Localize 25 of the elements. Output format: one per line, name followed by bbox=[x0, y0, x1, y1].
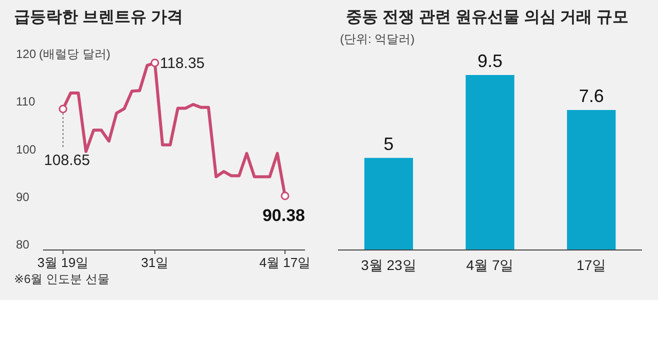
x-tick-label: 4월 17일 bbox=[259, 255, 311, 270]
annotation: 118.35 bbox=[160, 54, 205, 72]
y-tick-label: 100 bbox=[16, 142, 36, 156]
y-tick-label: 80 bbox=[16, 237, 30, 252]
y-tick-label: 90 bbox=[16, 190, 30, 204]
x-tick-label: 3월 23일 bbox=[361, 257, 416, 273]
text: ※6월 인도분 선물 bbox=[14, 272, 110, 286]
y-tick-label: 110 bbox=[16, 94, 36, 109]
x-tick-label: 17일 bbox=[576, 257, 606, 273]
chart-title: 중동 전쟁 관련 원유선물 의심 거래 규모 bbox=[346, 9, 629, 26]
annotation: 108.65 bbox=[44, 152, 90, 169]
x-tick-label: 3월 19일 bbox=[37, 255, 89, 270]
point bbox=[58, 104, 68, 114]
data-label: 7.6 bbox=[578, 86, 604, 106]
data-label: 5 bbox=[384, 134, 394, 154]
annotation: 90.38 bbox=[262, 206, 305, 225]
y-tick-label: 120 bbox=[16, 47, 36, 62]
chart-title: 급등락한 브렌트유 가격 bbox=[14, 9, 183, 26]
x-tick-label: 4월 7일 bbox=[466, 257, 514, 273]
point bbox=[280, 192, 290, 200]
chart-subtitle: (단위: 억달러) bbox=[340, 32, 415, 46]
point bbox=[150, 58, 160, 68]
x-tick-label: 31일 bbox=[141, 255, 169, 270]
data-label: 9.5 bbox=[477, 51, 503, 71]
y-axis-title: (배럴당 달러) bbox=[39, 47, 110, 62]
